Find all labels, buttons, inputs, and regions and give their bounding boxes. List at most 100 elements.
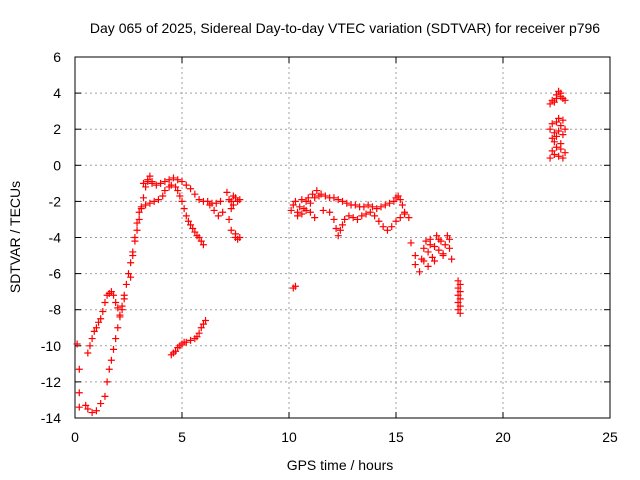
data-point <box>368 203 376 211</box>
x-tick-label: 10 <box>281 429 297 445</box>
data-point <box>424 248 432 256</box>
data-point <box>321 192 329 200</box>
y-tick-label: 4 <box>53 85 61 101</box>
data-point <box>420 257 428 265</box>
data-point <box>161 178 169 186</box>
y-tick-label: 6 <box>53 49 61 65</box>
data-point <box>439 250 447 258</box>
data-point <box>154 196 162 204</box>
data-point <box>146 199 154 207</box>
data-point <box>165 176 173 184</box>
data-point <box>291 197 299 205</box>
data-point <box>118 306 126 314</box>
data-point <box>304 194 312 202</box>
data-point <box>184 217 192 225</box>
data-point <box>178 197 186 205</box>
y-tick-label: -8 <box>49 302 62 318</box>
data-point <box>146 172 154 180</box>
data-point <box>187 221 195 229</box>
data-point <box>336 226 344 234</box>
data-point <box>456 295 464 303</box>
data-point <box>366 208 374 216</box>
data-point <box>454 277 462 285</box>
data-point <box>553 118 560 126</box>
data-point <box>127 259 135 267</box>
data-point <box>195 196 203 204</box>
data-point <box>379 223 387 231</box>
data-point <box>420 244 428 252</box>
data-point <box>401 210 409 218</box>
data-point <box>101 392 109 400</box>
data-point <box>557 122 565 130</box>
data-point <box>302 197 310 205</box>
data-point <box>546 125 554 133</box>
data-point <box>435 235 443 243</box>
data-point <box>561 96 569 104</box>
data-point <box>446 244 453 252</box>
data-point <box>550 98 558 106</box>
x-tick-label: 0 <box>71 429 79 445</box>
data-point <box>559 131 567 139</box>
data-point <box>167 181 175 189</box>
data-point <box>396 214 404 222</box>
y-tick-label: -4 <box>49 230 62 246</box>
data-point <box>456 302 464 310</box>
data-point <box>298 196 306 204</box>
chart-title: Day 065 of 2025, Sidereal Day-to-day VTE… <box>90 20 600 36</box>
data-point <box>99 308 107 316</box>
data-point <box>157 179 165 187</box>
data-point <box>311 194 319 202</box>
data-point <box>101 298 109 306</box>
data-point <box>182 181 190 189</box>
data-point <box>559 154 567 162</box>
data-point <box>204 197 212 205</box>
data-point <box>135 215 143 223</box>
data-point <box>407 239 415 247</box>
data-point <box>398 201 406 209</box>
data-point <box>161 187 169 195</box>
data-point <box>182 338 190 346</box>
data-point <box>553 95 560 103</box>
data-point <box>431 257 439 265</box>
y-tick-labels: -14 -12 -10 -8 -6 -4 -2 0 2 4 6 <box>41 49 61 426</box>
data-point <box>550 150 558 158</box>
data-point <box>334 232 342 240</box>
data-point <box>92 324 100 332</box>
data-point <box>396 196 404 204</box>
data-point <box>548 147 556 155</box>
data-point <box>364 201 372 209</box>
data-point <box>383 226 391 234</box>
data-point <box>309 190 317 198</box>
data-point <box>159 192 167 200</box>
data-point <box>139 179 147 187</box>
data-point <box>422 237 430 245</box>
data-point <box>97 315 105 323</box>
data-point <box>332 224 340 232</box>
data-point <box>555 152 563 160</box>
data-point <box>311 214 319 222</box>
data-point <box>362 210 370 218</box>
data-point <box>110 345 118 353</box>
data-point <box>456 288 464 296</box>
data-point <box>178 178 186 186</box>
data-point <box>287 206 295 214</box>
data-point <box>441 241 449 249</box>
data-point <box>454 298 462 306</box>
data-point <box>433 232 441 240</box>
data-point <box>174 176 182 184</box>
data-point <box>86 342 94 350</box>
x-tick-label: 20 <box>495 429 511 445</box>
data-point <box>110 291 118 299</box>
data-point <box>191 228 199 236</box>
data-point <box>557 140 565 148</box>
data-point <box>206 201 214 209</box>
y-tick-label: -14 <box>41 410 61 426</box>
data-point <box>435 246 443 254</box>
data-point <box>561 125 569 133</box>
y-tick-label: 0 <box>53 157 61 173</box>
data-point <box>82 401 90 409</box>
data-point <box>144 178 152 186</box>
data-point <box>127 273 135 281</box>
data-point <box>334 196 342 204</box>
data-point <box>214 212 222 220</box>
